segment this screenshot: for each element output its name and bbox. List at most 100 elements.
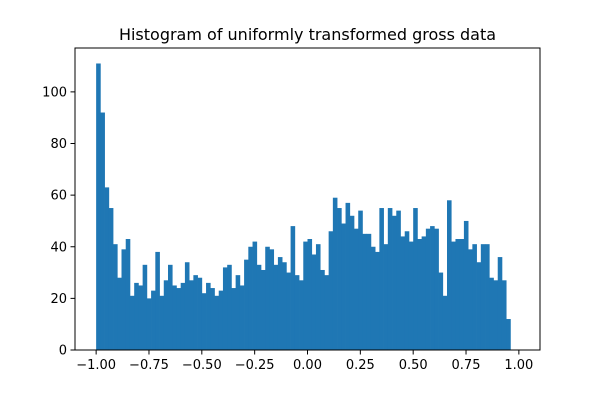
histogram-bar: [218, 290, 224, 350]
x-tick-label: −0.25: [235, 358, 275, 373]
histogram-bar: [485, 244, 490, 350]
histogram-bar: [108, 208, 114, 350]
x-tick-label: 1.00: [504, 358, 533, 373]
plot-frame: [74, 47, 541, 351]
histogram-bar: [206, 282, 211, 350]
histogram-bar: [155, 251, 160, 350]
histogram-bar: [320, 269, 325, 350]
histogram-bar: [324, 275, 329, 350]
histogram-bar: [392, 215, 397, 350]
histogram-bar: [332, 197, 338, 350]
x-tick-label: 0.00: [293, 358, 322, 373]
histogram-bar: [201, 293, 207, 350]
histogram-bar: [345, 202, 351, 350]
histogram-bar: [379, 208, 384, 350]
histogram-bar: [417, 239, 422, 350]
histogram-bar: [413, 208, 418, 350]
histogram-bar: [447, 200, 452, 350]
histogram-bar: [244, 259, 249, 350]
histogram-bar: [362, 233, 368, 350]
x-tick-label: −0.50: [182, 358, 222, 373]
histogram-bar: [210, 288, 215, 350]
histogram-bar: [404, 231, 410, 350]
x-tick-label: 0.50: [399, 358, 428, 373]
x-tick-label: −1.00: [76, 358, 116, 373]
histogram-bar: [341, 223, 346, 350]
histogram-bar: [138, 285, 143, 350]
histogram-bar: [472, 244, 477, 350]
histogram-bar: [290, 226, 296, 350]
histogram-bar: [354, 228, 359, 350]
histogram-bar: [349, 215, 355, 350]
histogram-bar: [434, 228, 439, 350]
histogram-bar: [383, 244, 389, 350]
histogram-bar: [100, 112, 105, 351]
histogram-bar: [104, 187, 110, 350]
histogram-bar: [303, 241, 308, 350]
histogram-bar: [256, 264, 262, 350]
histogram-bar: [235, 275, 241, 350]
histogram-bar: [455, 239, 461, 350]
histogram-bar: [299, 280, 304, 350]
histogram-bar: [396, 210, 401, 350]
histogram-bar: [96, 63, 101, 350]
histogram-bar: [463, 220, 469, 350]
histogram-bar: [134, 282, 139, 350]
histogram-bar: [307, 239, 313, 350]
histogram-bar: [375, 251, 380, 350]
histogram-bar: [168, 264, 173, 350]
bars-group: [96, 63, 511, 351]
histogram-bar: [159, 295, 165, 350]
histogram-bar: [366, 233, 372, 350]
histogram-bar: [261, 269, 266, 350]
y-axis: 0 20 40 60 80 100: [42, 85, 75, 359]
x-tick-label: 0.75: [452, 358, 481, 373]
histogram-bar: [125, 239, 131, 350]
y-tick-label: 100: [42, 85, 67, 100]
histogram-bar: [501, 280, 507, 350]
histogram-bar: [387, 208, 393, 350]
histogram-bar: [176, 288, 182, 350]
histogram-bar: [146, 298, 152, 350]
chart-title: Histogram of uniformly transformed gross…: [119, 25, 496, 44]
histogram-bar: [337, 208, 342, 350]
histogram-bar: [163, 280, 169, 350]
histogram-bar: [294, 275, 300, 350]
x-tick-label: 0.25: [346, 358, 375, 373]
histogram-bar: [227, 264, 232, 350]
histogram-bar: [172, 285, 177, 350]
histogram-bar: [328, 231, 334, 350]
histogram-bar: [311, 254, 317, 350]
histogram-bar: [273, 264, 279, 350]
histogram-bar: [222, 267, 228, 350]
histogram-bar: [197, 277, 203, 350]
histogram-bar: [408, 241, 414, 350]
histogram-bar: [269, 249, 275, 350]
histogram-bar: [442, 295, 448, 350]
histogram-bar: [151, 290, 156, 350]
histogram-bar: [231, 288, 236, 350]
histogram-bar: [358, 210, 363, 350]
histogram-bar: [117, 277, 122, 350]
histogram-bar: [121, 249, 127, 350]
histogram-bar: [468, 249, 473, 350]
histogram-bar: [425, 228, 431, 350]
histogram-bar: [451, 241, 456, 350]
histogram-bar: [180, 282, 186, 350]
x-axis: −1.00 −0.75 −0.50 −0.25 0.00 0.25 0.50 0.75 1.00: [76, 350, 533, 373]
histogram-bar: [248, 246, 253, 350]
histogram-bar: [239, 285, 245, 350]
histogram-bar: [113, 244, 118, 350]
histogram-bar: [184, 262, 190, 350]
y-tick-label: 20: [50, 292, 67, 307]
histogram-bar: [493, 280, 499, 350]
histogram-bar: [489, 277, 494, 350]
y-tick-label: 40: [50, 240, 67, 255]
histogram-bar: [277, 257, 283, 350]
histogram-bar: [286, 272, 291, 350]
histogram-bar: [142, 264, 148, 350]
x-tick-label: −0.75: [129, 358, 169, 373]
y-tick-label: 80: [50, 137, 67, 152]
